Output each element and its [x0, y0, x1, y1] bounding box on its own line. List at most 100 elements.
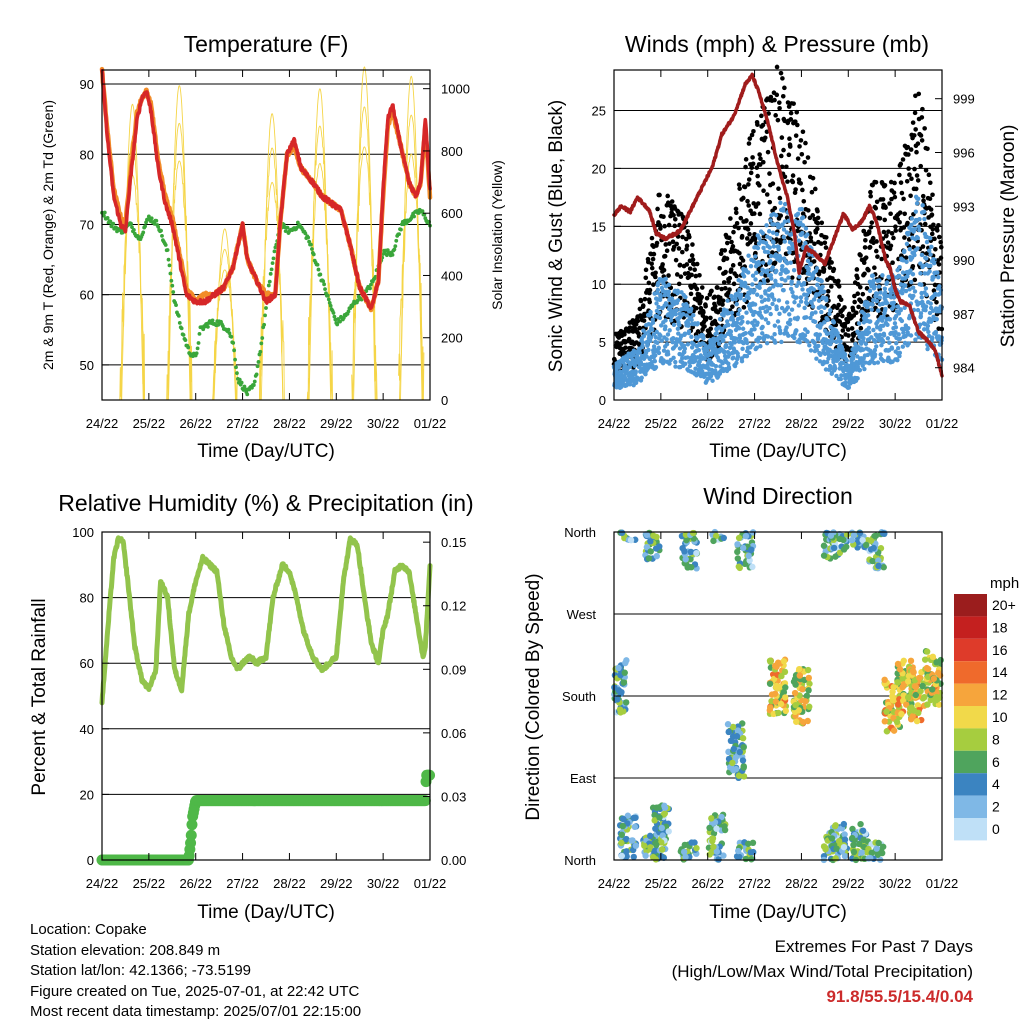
gust-point [781, 147, 786, 153]
dewpoint-point [231, 341, 236, 345]
wind-direction-point [806, 680, 813, 687]
wind-point [792, 335, 797, 341]
wind-point [875, 360, 881, 365]
wind-point [648, 309, 653, 315]
wind-direction-point [900, 657, 907, 664]
wind-direction-point [832, 553, 839, 560]
wind-point [689, 317, 694, 323]
wind-point [664, 337, 669, 342]
wind-point [914, 218, 919, 224]
wind-direction-point [730, 745, 738, 753]
wind-point [767, 245, 772, 250]
wind-point [655, 340, 660, 345]
x-tick-label: 30/22 [879, 416, 912, 431]
wind-direction-point [856, 529, 864, 537]
wind-point [656, 345, 661, 350]
gust-point [866, 229, 872, 234]
wind-point [741, 274, 747, 279]
gust-point [676, 281, 682, 287]
wind-point [796, 280, 801, 285]
x-tick-label: 26/22 [179, 416, 212, 431]
wind-direction-point [898, 710, 905, 718]
dewpoint-point [397, 232, 401, 236]
gust-point [743, 164, 748, 170]
wind-point [896, 311, 902, 316]
gust-point [854, 267, 860, 272]
gust-point [891, 235, 896, 241]
wind-point [787, 321, 793, 327]
gust-point [638, 298, 644, 304]
wind-point [673, 364, 678, 369]
wind-direction-point [740, 743, 747, 751]
wind-direction-point [631, 823, 639, 831]
wind-point [764, 309, 770, 314]
wind-point [867, 288, 873, 294]
gust-point [730, 244, 736, 249]
wind-point [743, 331, 748, 336]
x-tick-label: 24/22 [86, 876, 119, 891]
wind-point [883, 290, 888, 295]
wind-direction-point [849, 825, 856, 833]
wind-point [778, 200, 783, 206]
wind-point [914, 201, 920, 206]
x-tick-label: 30/22 [367, 416, 400, 431]
gust-point [689, 285, 694, 291]
wind-point [759, 271, 764, 277]
wind-point [860, 363, 865, 368]
wind-direction-point [895, 701, 902, 708]
gust-point [938, 244, 944, 250]
gust-point [875, 254, 880, 259]
wind-point [761, 245, 766, 251]
gust-point [687, 234, 692, 240]
wind-point [808, 348, 814, 353]
dewpoint-point [179, 326, 184, 331]
wind-direction-point [840, 843, 848, 851]
gust-point [785, 100, 791, 105]
gust-point [757, 162, 763, 167]
wind-point [841, 360, 846, 366]
gust-point [765, 149, 771, 155]
gust-point [827, 265, 833, 270]
wind-point [797, 340, 802, 345]
wind-point [900, 290, 905, 296]
wind-point [882, 286, 888, 291]
y-tick-label: 50 [80, 358, 94, 373]
humidity-ticks: 24/22 25/22 26/22 27/22 28/22 29/22 30/22 01/22… [72, 525, 466, 891]
wind-point [895, 357, 900, 363]
wind-point [785, 269, 790, 274]
wind-direction-point [739, 757, 747, 764]
x-tick-label: 25/22 [133, 416, 166, 431]
dewpoint-point [195, 346, 200, 351]
gust-point [764, 192, 770, 197]
wind-direction-point [896, 666, 904, 673]
wind-point [788, 260, 793, 265]
y-tick-label: 984 [953, 361, 975, 376]
gust-point [709, 288, 714, 294]
gust-point [775, 117, 781, 123]
wind-point [754, 345, 760, 350]
wind-direction-point [917, 687, 924, 695]
wind-direction-point [741, 560, 749, 568]
wind-direction-point [688, 839, 695, 846]
wind-point [898, 308, 903, 313]
wind-point [669, 296, 675, 301]
gust-point [918, 133, 924, 138]
solar-insolation-line [306, 162, 333, 401]
wind-direction-point [831, 822, 839, 830]
gust-point [672, 216, 678, 222]
wind-direction-point [916, 674, 923, 682]
y-tick-label: 60 [80, 288, 94, 303]
x-tick-label: 01/22 [926, 416, 959, 431]
wind-direction-point [833, 845, 840, 852]
gust-point [795, 122, 800, 128]
wind-direction-point [688, 564, 695, 571]
wind-point [657, 310, 662, 315]
wind-point [745, 285, 750, 290]
wind-point [812, 340, 817, 346]
gust-point [725, 240, 730, 246]
dewpoint-point [255, 364, 260, 369]
pressure-line [612, 72, 944, 378]
gust-point [888, 211, 893, 217]
wind-point [639, 375, 644, 380]
gust-point [733, 206, 739, 212]
